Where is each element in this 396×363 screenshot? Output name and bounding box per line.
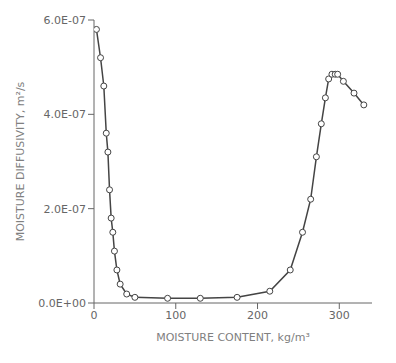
- svg-text:0: 0: [91, 309, 98, 322]
- svg-text:MOISTURE CONTENT, kg/m³: MOISTURE CONTENT, kg/m³: [156, 331, 310, 344]
- svg-text:2.0E-07: 2.0E-07: [44, 203, 86, 216]
- svg-text:300: 300: [329, 309, 350, 322]
- svg-text:MOISTURE DIFFUSIVITY, m²/s: MOISTURE DIFFUSIVITY, m²/s: [14, 81, 27, 241]
- svg-text:0.0E+00: 0.0E+00: [38, 297, 86, 310]
- svg-text:100: 100: [165, 309, 186, 322]
- svg-text:4.0E-07: 4.0E-07: [44, 108, 86, 121]
- svg-text:6.0E-07: 6.0E-07: [44, 14, 86, 27]
- svg-text:200: 200: [247, 309, 268, 322]
